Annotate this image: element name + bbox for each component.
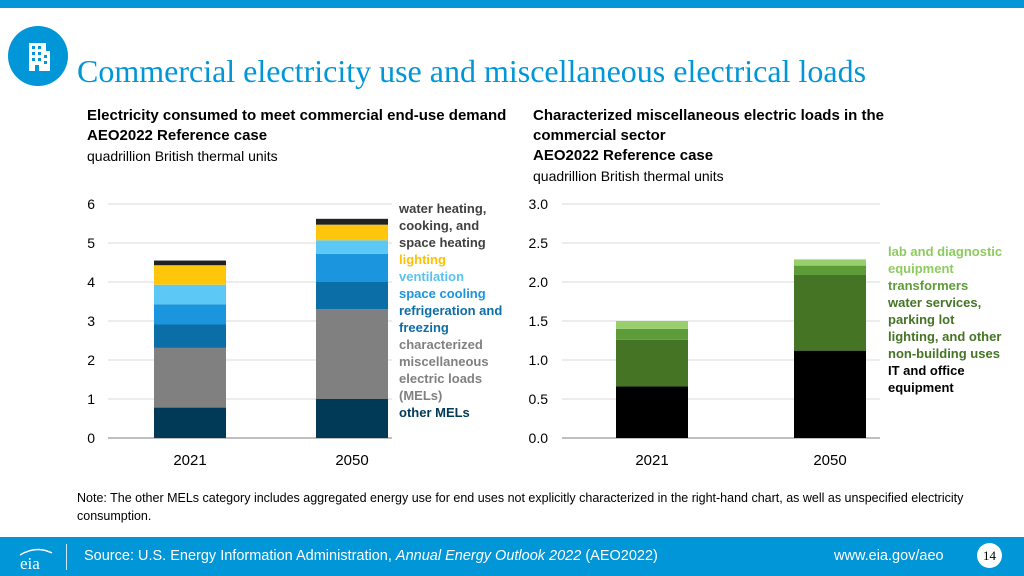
- y-tick-label: 4: [87, 274, 95, 290]
- bar-segment-2050-transformers: [794, 265, 866, 275]
- legend-entry: IT and office equipment: [888, 363, 965, 395]
- bar-segment-2050-refrigeration: [316, 282, 388, 310]
- source-citation: Source: U.S. Energy Information Administ…: [84, 548, 658, 564]
- website-link[interactable]: www.eia.gov/aeo: [834, 548, 944, 564]
- y-tick-label: 0.5: [529, 391, 549, 407]
- bar-segment-2050-lab: [794, 259, 866, 266]
- bar-segment-2050-other: [316, 399, 388, 438]
- y-tick-label: 6: [87, 196, 95, 212]
- bar-segment-2021-water: [616, 339, 688, 387]
- x-tick-label: 2021: [173, 452, 206, 469]
- y-tick-label: 0: [87, 430, 95, 446]
- legend-entry: transformers: [888, 278, 969, 293]
- bar-segment-2021-transformers: [616, 328, 688, 340]
- footer-divider: [66, 544, 67, 570]
- right-chart-header: Characterized miscellaneous electric loa…: [533, 106, 953, 186]
- y-tick-label: 3: [87, 313, 95, 329]
- left-chart-case: AEO2022 Reference case: [87, 127, 268, 144]
- left-chart-title: Electricity consumed to meet commercial …: [87, 107, 507, 124]
- eia-logo-icon: eia: [19, 548, 53, 571]
- left-chart-unit: quadrillion British thermal units: [87, 148, 278, 164]
- source-prefix: Source: U.S. Energy Information Administ…: [84, 548, 396, 564]
- right-chart-unit: quadrillion British thermal units: [533, 168, 724, 184]
- y-tick-label: 0.0: [529, 430, 549, 446]
- bar-segment-2050-water: [316, 218, 388, 225]
- legend-entry: water heating, cooking, and space heatin…: [399, 201, 487, 250]
- right-chart-title: Characterized miscellaneous electric loa…: [533, 107, 884, 144]
- bar-segment-2050-ventilation: [316, 240, 388, 254]
- y-tick-label: 1.5: [529, 313, 549, 329]
- right-chart-case: AEO2022 Reference case: [533, 147, 714, 164]
- bar-segment-2021-water: [154, 260, 226, 266]
- eia-logo-text: eia: [20, 554, 40, 571]
- legend-entry: space cooling: [399, 286, 486, 301]
- bar-segment-2021-other: [154, 407, 226, 438]
- page-number: 14: [977, 543, 1002, 568]
- bar-segment-2021-lab: [616, 321, 688, 329]
- legend-entry: characterized miscellaneous electric loa…: [399, 337, 489, 403]
- top-accent-bar: [0, 0, 1024, 8]
- legend-entry: refrigeration and freezing: [399, 303, 503, 335]
- legend-entry: ventilation: [399, 269, 465, 284]
- right-chart-legend: lab and diagnostic equipment transformers…: [888, 243, 1020, 396]
- x-tick-label: 2050: [813, 452, 846, 469]
- bar-segment-2021-refrigeration: [154, 324, 226, 348]
- footer-bar: eia Source: U.S. Energy Information Admi…: [0, 537, 1024, 576]
- y-tick-label: 2.0: [529, 274, 549, 290]
- y-tick-label: 1.0: [529, 352, 549, 368]
- bar-segment-2050-space: [316, 253, 388, 282]
- y-tick-label: 3.0: [529, 196, 549, 212]
- bar-segment-2021-lighting: [154, 265, 226, 285]
- bar-segment-2021-ventilation: [154, 284, 226, 305]
- legend-entry: lighting: [399, 252, 446, 267]
- left-chart-header: Electricity consumed to meet commercial …: [87, 106, 507, 166]
- bar-segment-2021-space: [154, 304, 226, 325]
- bar-segment-2050-lighting: [316, 224, 388, 241]
- legend-entry: other MELs: [399, 405, 470, 420]
- y-tick-label: 5: [87, 235, 95, 251]
- bar-segment-2021-it: [616, 386, 688, 438]
- bar-segment-2050-it: [794, 350, 866, 438]
- source-suffix: (AEO2022): [581, 548, 658, 564]
- footnote: Note: The other MELs category includes a…: [77, 491, 964, 523]
- y-tick-label: 2.5: [529, 235, 549, 251]
- bar-segment-2050-characterized: [316, 309, 388, 399]
- bar-segment-2050-water: [794, 274, 866, 351]
- page-title: Commercial electricity use and miscellan…: [77, 53, 867, 89]
- x-tick-label: 2021: [635, 452, 668, 469]
- source-report-title: Annual Energy Outlook 2022: [395, 548, 582, 564]
- y-tick-label: 1: [87, 391, 95, 407]
- bar-segment-2021-characterized: [154, 347, 226, 408]
- y-tick-label: 2: [87, 352, 95, 368]
- left-chart-legend: water heating, cooking, and space heatin…: [399, 200, 529, 421]
- x-tick-label: 2050: [335, 452, 368, 469]
- office-building-icon: [8, 26, 68, 86]
- legend-entry: lab and diagnostic equipment: [888, 244, 1003, 276]
- legend-entry: water services, parking lot lighting, an…: [888, 295, 1002, 361]
